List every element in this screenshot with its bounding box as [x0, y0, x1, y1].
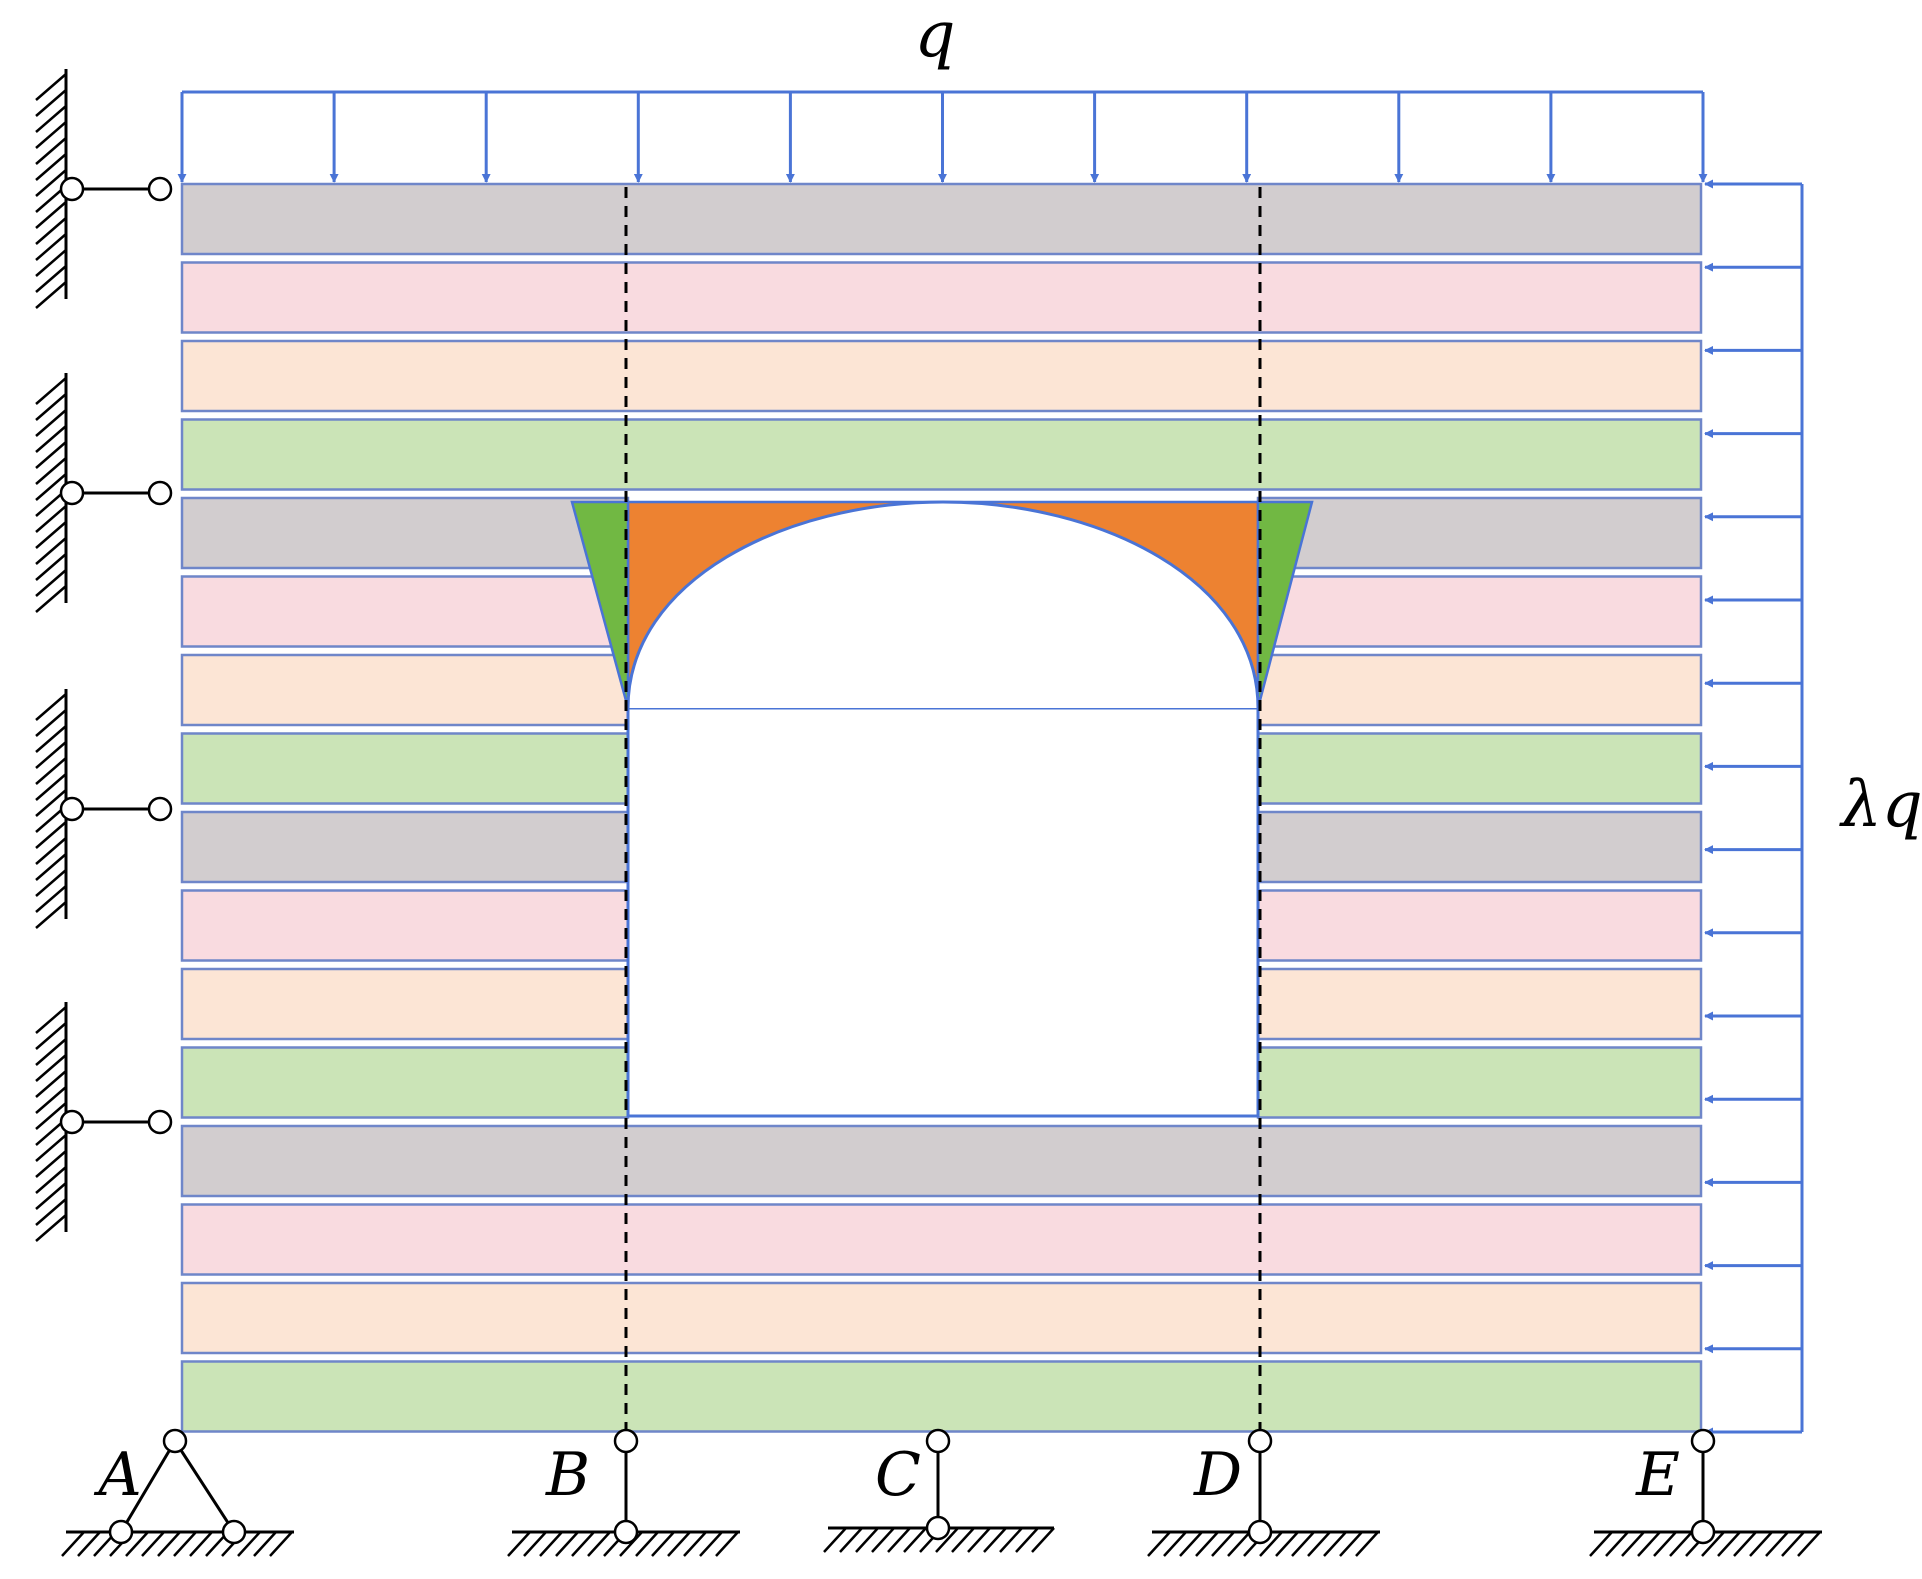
- rock-layer-left: [180, 496, 630, 570]
- rock-layer: [180, 1124, 1703, 1198]
- rock-layer: [180, 1203, 1703, 1276]
- roadway-rectangle: [626, 706, 1260, 1118]
- support-label-d: D: [1193, 1440, 1242, 1510]
- support-label-e: E: [1635, 1440, 1680, 1510]
- rock-layer: [180, 261, 1703, 334]
- rock-layer: [180, 1281, 1703, 1355]
- rock-layer-right: [1256, 810, 1703, 884]
- rock-layer: [180, 182, 1703, 256]
- rock-layer-left: [180, 575, 630, 648]
- rock-layer-right: [1256, 496, 1703, 570]
- rock-layer-right: [1256, 889, 1703, 962]
- rock-layer-right: [1256, 653, 1703, 727]
- lateral-load-label: λq: [1838, 768, 1922, 842]
- roadway-opening: [570, 500, 1314, 1118]
- rock-layer: [180, 339, 1703, 413]
- rock-layer-left: [180, 653, 630, 727]
- ground-hatch-e: [1589, 1531, 1821, 1557]
- ground-hatch-c: [823, 1527, 1055, 1553]
- left-wall-supports: [35, 69, 173, 1242]
- ground-hatch-b: [507, 1531, 739, 1557]
- support-a: [61, 1428, 294, 1557]
- support-label-c: C: [875, 1440, 921, 1510]
- wall-support: [35, 1002, 173, 1242]
- vertical-load-label: q: [915, 0, 956, 72]
- arch-curve: [626, 500, 1260, 709]
- rock-layer-right: [1256, 732, 1703, 805]
- rock-layer: [180, 1360, 1703, 1433]
- support-label-b: B: [545, 1440, 590, 1510]
- rock-layer-left: [180, 732, 630, 805]
- support-d: [1147, 1428, 1380, 1557]
- support-b: [507, 1428, 740, 1557]
- right-wedge-zone: [1256, 500, 1314, 709]
- ground-hatch-a: [61, 1531, 293, 1557]
- rock-layer-left: [180, 967, 630, 1041]
- support-c: [823, 1428, 1055, 1553]
- rock-layer-left: [180, 1046, 630, 1119]
- wall-support: [35, 69, 173, 309]
- rock-layer-left: [180, 889, 630, 962]
- rock-layer-right: [1256, 967, 1703, 1041]
- left-wedge-zone: [570, 500, 630, 709]
- rock-layer-right: [1256, 575, 1703, 648]
- wall-support: [35, 373, 173, 613]
- support-label-a: A: [93, 1440, 141, 1510]
- lateral-load-lambda-q: [1704, 179, 1804, 1437]
- rock-layer-right: [1256, 1046, 1703, 1119]
- bottom-supports: [61, 1428, 1822, 1557]
- rock-layers: [180, 182, 1703, 1433]
- rock-layer: [180, 418, 1703, 491]
- support-e: [1589, 1428, 1822, 1557]
- rock-layer-left: [180, 810, 630, 884]
- vertical-load-q: [177, 90, 1708, 183]
- wall-support: [35, 689, 173, 929]
- ground-hatch-d: [1147, 1531, 1379, 1557]
